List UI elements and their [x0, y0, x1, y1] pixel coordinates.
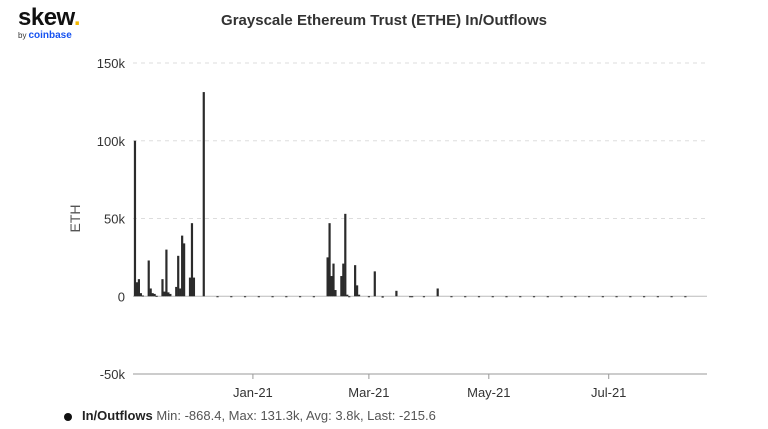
bar	[505, 296, 508, 298]
bar	[477, 296, 481, 298]
y-axis-label: ETH	[67, 205, 83, 233]
bar	[163, 291, 166, 297]
bar	[135, 282, 139, 297]
bar	[409, 296, 412, 298]
bar	[190, 223, 194, 297]
legend-marker	[64, 412, 72, 421]
bar	[348, 296, 351, 298]
bar	[381, 296, 384, 298]
bar	[615, 296, 618, 298]
bar	[216, 296, 219, 298]
bar	[450, 296, 453, 298]
bar	[137, 279, 140, 297]
bar	[271, 296, 274, 298]
x-tick-label: May-21	[467, 385, 510, 400]
bar	[342, 263, 345, 297]
logo-coinbase: coinbase	[28, 30, 72, 41]
legend-series-name[interactable]: In/Outflows	[82, 408, 153, 423]
bar	[411, 296, 414, 298]
bar	[670, 296, 673, 298]
bar	[165, 249, 168, 297]
bar	[491, 296, 494, 298]
bar	[177, 255, 180, 297]
bar	[519, 296, 522, 298]
bar	[326, 257, 329, 297]
skew-logo: skew. by coinbase	[18, 4, 81, 42]
bar	[422, 296, 426, 298]
bar	[532, 296, 536, 298]
bar	[332, 263, 335, 297]
legend: In/Outflows Min: -868.4, Max: 131.3k, Av…	[64, 408, 436, 423]
logo-by: by	[18, 31, 27, 40]
bar	[243, 296, 247, 298]
bar	[285, 296, 288, 298]
bar	[629, 296, 632, 298]
bar	[230, 296, 233, 298]
bar	[141, 295, 144, 297]
bar	[656, 296, 659, 298]
bar	[464, 296, 467, 298]
chart-title: Grayscale Ethereum Trust (ETHE) In/Outfl…	[221, 12, 547, 29]
bar	[202, 92, 205, 297]
bar	[395, 290, 398, 297]
bar	[344, 213, 347, 297]
bar	[601, 296, 604, 298]
bar	[642, 296, 646, 298]
bar	[167, 292, 170, 297]
bar	[346, 294, 349, 297]
x-tick-label: Jan-21	[233, 385, 273, 400]
bar	[436, 288, 439, 297]
bar	[328, 223, 331, 297]
bar	[192, 277, 196, 297]
bar	[153, 293, 156, 297]
bar	[139, 293, 142, 297]
bar	[183, 243, 186, 297]
bar	[355, 285, 359, 297]
bar	[367, 296, 370, 298]
bar	[546, 296, 549, 298]
legend-stats: Min: -868.4, Max: 131.3k, Avg: 3.8k, Las…	[156, 408, 436, 423]
y-tick-label: -50k	[100, 367, 126, 382]
bar	[560, 296, 563, 298]
x-tick-label: Jul-21	[591, 385, 626, 400]
bar	[257, 296, 260, 298]
bar	[149, 288, 152, 297]
bar	[340, 276, 343, 297]
bar	[188, 277, 192, 297]
bar	[354, 265, 357, 297]
bar	[587, 296, 591, 298]
bar	[574, 296, 577, 298]
bar	[373, 271, 376, 297]
bar	[330, 276, 333, 297]
bar	[147, 260, 150, 297]
y-tick-label: 0	[118, 289, 125, 304]
y-tick-label: 100k	[97, 134, 126, 149]
bar	[161, 279, 164, 297]
bar	[684, 296, 687, 298]
y-tick-label: 50k	[104, 212, 125, 227]
bar	[155, 295, 158, 297]
bar	[298, 296, 302, 298]
bar	[179, 288, 182, 297]
bar	[312, 296, 315, 298]
bar	[175, 286, 178, 297]
x-tick-label: Mar-21	[348, 385, 389, 400]
bar	[357, 294, 361, 297]
bar	[151, 293, 154, 297]
y-tick-label: 150k	[97, 56, 126, 71]
bar	[133, 140, 137, 297]
logo-dot: .	[73, 4, 81, 31]
bar	[181, 235, 184, 297]
logo-wordmark: skew	[18, 4, 74, 31]
bar	[334, 290, 337, 297]
bar	[169, 293, 172, 297]
